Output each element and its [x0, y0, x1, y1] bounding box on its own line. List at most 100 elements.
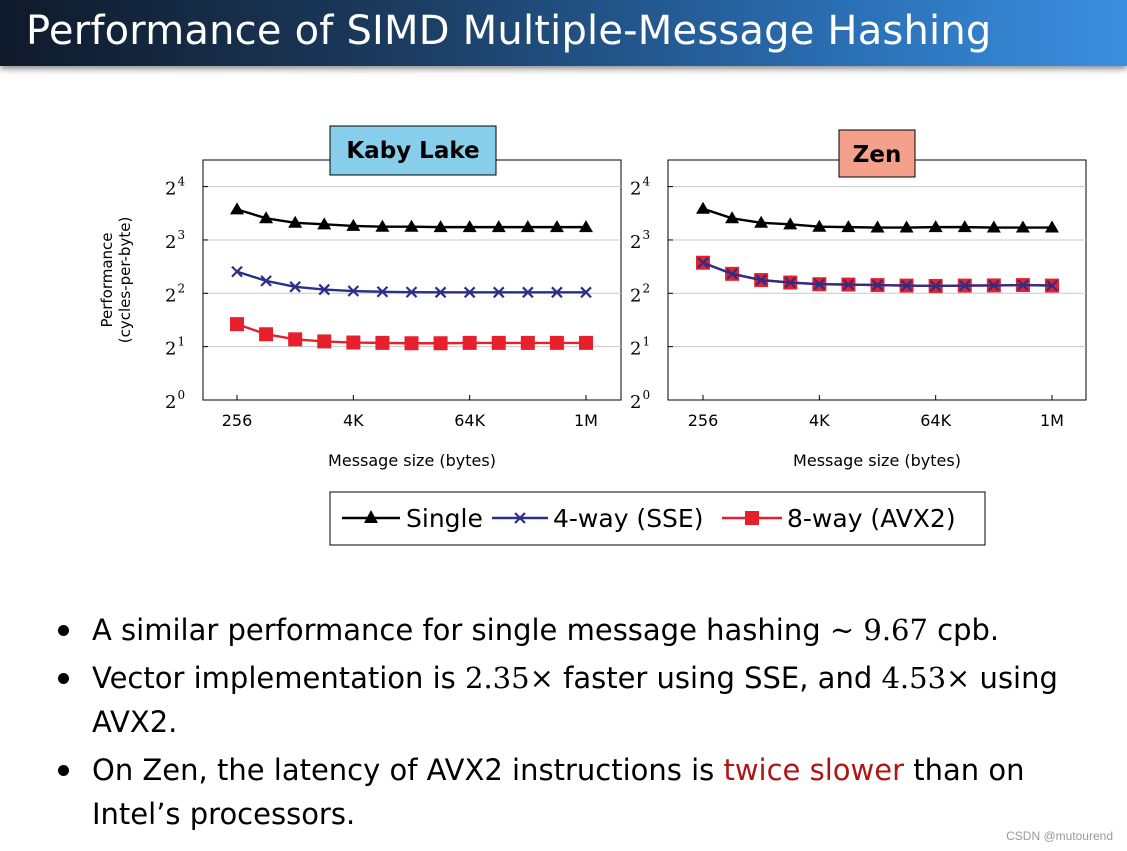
legend-marker-square	[745, 511, 759, 525]
data-point-cross	[929, 280, 942, 292]
x-tick-label: 1M	[1040, 411, 1064, 430]
legend: Single 4-way (SSE) 8-way (AVX2)	[329, 491, 986, 546]
highlighted-text: twice slower	[723, 753, 905, 787]
data-point-triangle	[870, 220, 885, 233]
data-point-cross	[958, 279, 971, 292]
bullet-math: 4.53×	[881, 661, 971, 695]
data-point-cross	[697, 256, 709, 269]
bullet-text: Vector implementation is	[92, 661, 466, 695]
y-tick-label: 23	[165, 228, 185, 253]
chart-title-tag: Kaby Lake	[329, 125, 497, 176]
data-point-triangle	[783, 217, 798, 230]
data-point-cross	[1017, 279, 1029, 291]
data-point-square	[579, 335, 593, 350]
data-point-cross	[231, 265, 243, 278]
bullet-dot	[58, 673, 69, 684]
tick-labels: 20 21 22 23 24 256 4K 64K 1M	[165, 175, 598, 430]
data-point-triangle	[841, 220, 856, 233]
data-point-cross	[813, 278, 826, 291]
data-point-square	[433, 336, 448, 351]
data-point-triangle	[696, 201, 710, 214]
slide-title: Performance of SIMD Multiple-Message Has…	[26, 8, 992, 54]
x-tick-label: 256	[688, 411, 719, 430]
data-point-triangle	[986, 220, 1001, 233]
data-point-triangle	[1045, 220, 1059, 233]
bullet-text: On Zen, the latency of AVX2 instructions…	[92, 753, 724, 787]
data-point-square	[317, 334, 332, 349]
data-point-cross	[900, 279, 913, 292]
series-single	[696, 201, 1059, 233]
y-tick-label: 21	[630, 335, 650, 360]
plot-frame	[202, 159, 622, 401]
x-tick-label: 4K	[343, 411, 364, 430]
bullet-dot	[58, 625, 69, 636]
x-tick-label: 4K	[809, 411, 830, 430]
data-point-triangle	[754, 215, 769, 228]
series-sse	[231, 265, 592, 299]
data-point-triangle	[812, 219, 827, 232]
series-lines	[230, 202, 593, 351]
gridlines	[668, 186, 1086, 401]
data-point-cross	[463, 286, 476, 299]
data-point-cross	[1046, 279, 1058, 292]
data-point-cross	[347, 285, 360, 297]
y-tick-label: 20	[165, 388, 185, 413]
y-tick-label: 24	[165, 175, 185, 200]
charts-figure: 20 21 22 23 24 256 4K 64K 1M Kaby Lake Message s…	[98, 125, 1087, 546]
data-point-triangle	[375, 219, 390, 232]
bullet-text: than on Intel’s processors.	[92, 753, 1025, 831]
chart-title-box	[329, 125, 497, 176]
data-point-cross	[492, 286, 505, 299]
data-point-triangle	[725, 211, 740, 224]
data-point-square	[462, 335, 477, 350]
data-point-triangle	[579, 220, 593, 233]
legend-label: Single	[406, 504, 483, 533]
data-point-triangle	[957, 220, 972, 233]
data-point-triangle	[491, 220, 506, 233]
x-tick-label: 1M	[574, 411, 598, 430]
chart-title: Kaby Lake	[346, 138, 479, 164]
bullet-dot	[58, 765, 69, 776]
data-point-triangle	[317, 217, 332, 230]
data-point-cross	[784, 276, 797, 289]
bullet-text: faster using SSE, and	[553, 661, 882, 695]
data-point-cross	[551, 286, 563, 299]
chart-zen: 20 21 22 23 24 256 4K 64K 1M Zen Message size (b…	[630, 129, 1087, 470]
x-tick-label: 64K	[920, 411, 951, 430]
data-point-cross	[318, 283, 331, 296]
series-single	[230, 202, 593, 233]
chart-title-tag: Zen	[838, 129, 916, 178]
data-point-square	[520, 335, 535, 350]
data-point-cross	[405, 286, 418, 298]
data-point-cross	[522, 286, 534, 299]
chart-kaby-lake: 20 21 22 23 24 256 4K 64K 1M Kaby Lake Message s…	[98, 125, 622, 470]
chart-title-box	[838, 129, 916, 178]
title-bar: Performance of SIMD Multiple-Message Has…	[0, 0, 1127, 66]
data-point-square	[404, 336, 419, 351]
x-axis-label: Message size (bytes)	[793, 451, 961, 470]
series-lines	[696, 201, 1059, 293]
data-point-triangle	[230, 202, 244, 215]
data-point-cross	[434, 286, 447, 299]
tick-labels: 20 21 22 23 24 256 4K 64K 1M	[630, 175, 1064, 430]
bullet-item: Vector implementation is 2.35× faster us…	[56, 656, 1116, 744]
data-point-triangle	[433, 220, 448, 233]
chart-title: Zen	[853, 142, 902, 168]
data-point-triangle	[259, 211, 274, 224]
x-tick-label: 64K	[454, 411, 485, 430]
data-point-square	[549, 335, 564, 350]
data-point-cross	[988, 279, 1000, 292]
data-point-cross	[871, 279, 884, 291]
legend-label: 8-way (AVX2)	[787, 504, 956, 533]
series-avx2	[230, 317, 593, 351]
bullet-list: A similar performance for single message…	[56, 608, 1116, 840]
legend-marker-triangle	[364, 510, 378, 523]
data-point-triangle	[928, 220, 943, 233]
y-tick-label: 21	[165, 335, 185, 360]
watermark: CSDN @mutourend	[1006, 829, 1113, 843]
data-point-triangle	[899, 220, 914, 233]
data-point-cross	[726, 268, 738, 280]
y-tick-label: 22	[630, 281, 650, 306]
x-tick-label: 256	[222, 411, 253, 430]
data-point-cross	[755, 274, 767, 286]
